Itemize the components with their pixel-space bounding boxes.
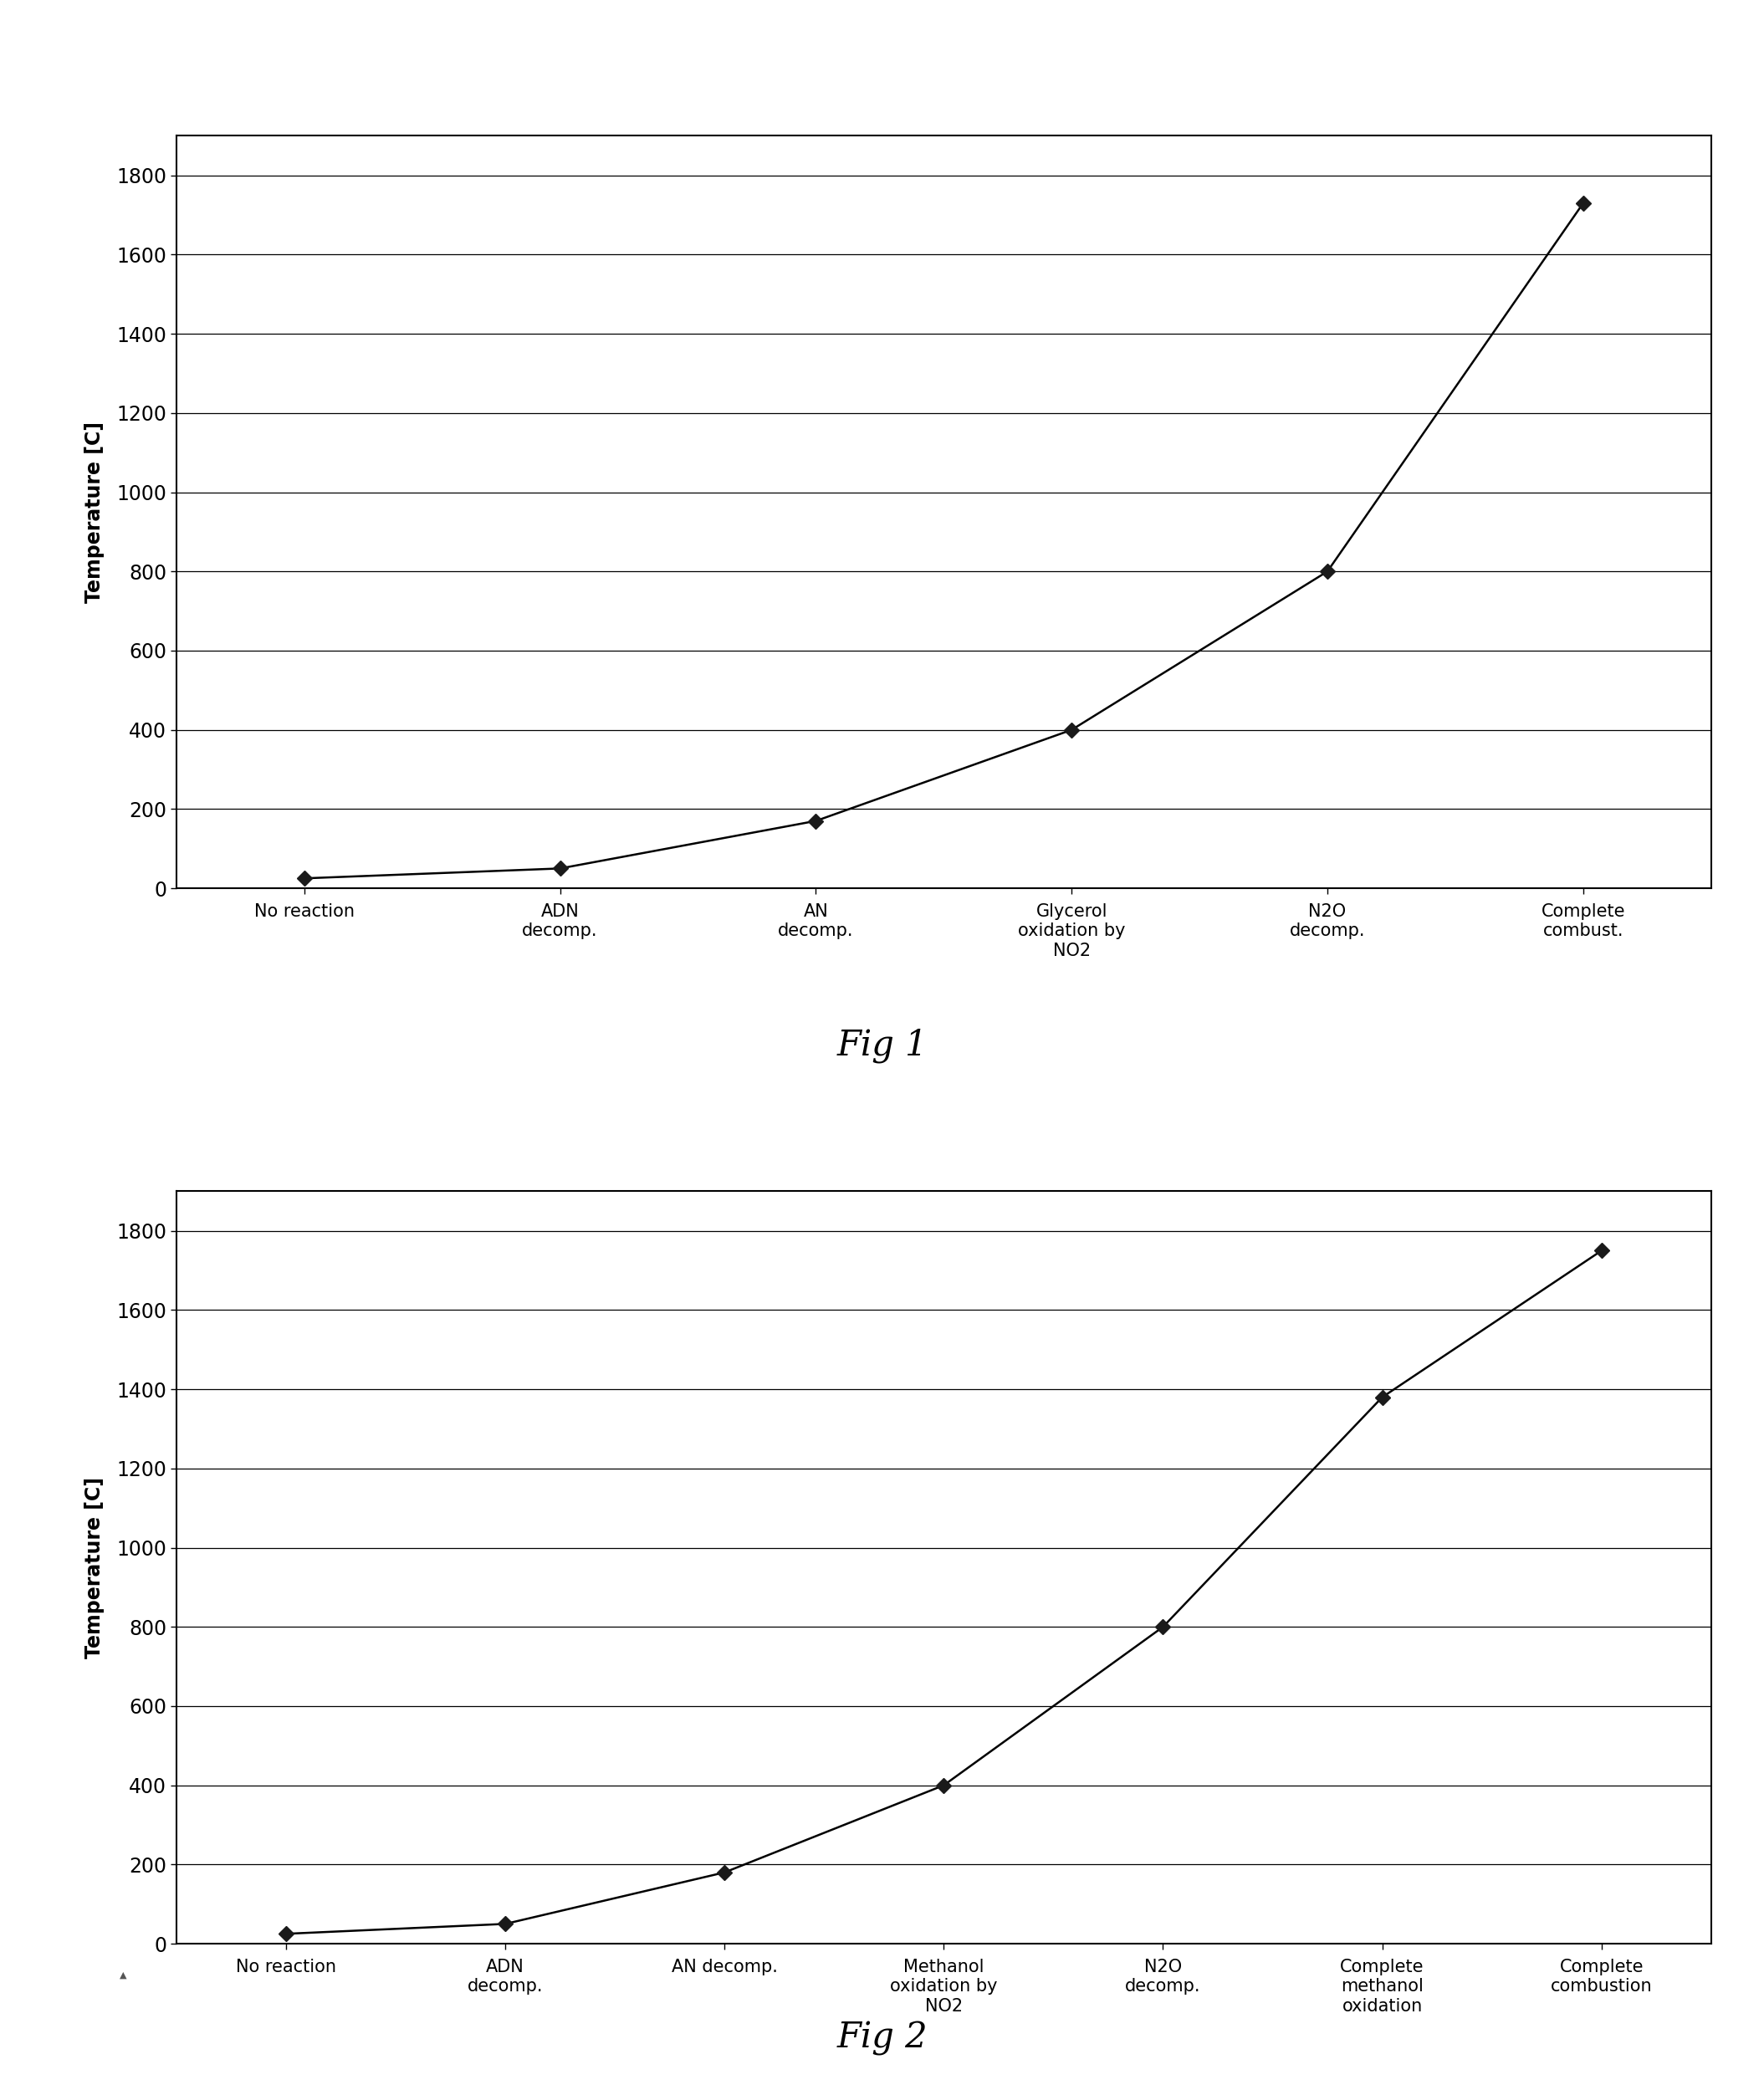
Text: Fig 1: Fig 1 <box>836 1028 928 1062</box>
Text: Fig 2: Fig 2 <box>836 2021 928 2054</box>
Y-axis label: Temperature [C]: Temperature [C] <box>85 1478 104 1657</box>
Y-axis label: Temperature [C]: Temperature [C] <box>85 422 104 602</box>
Text: ▲: ▲ <box>120 1971 127 1979</box>
